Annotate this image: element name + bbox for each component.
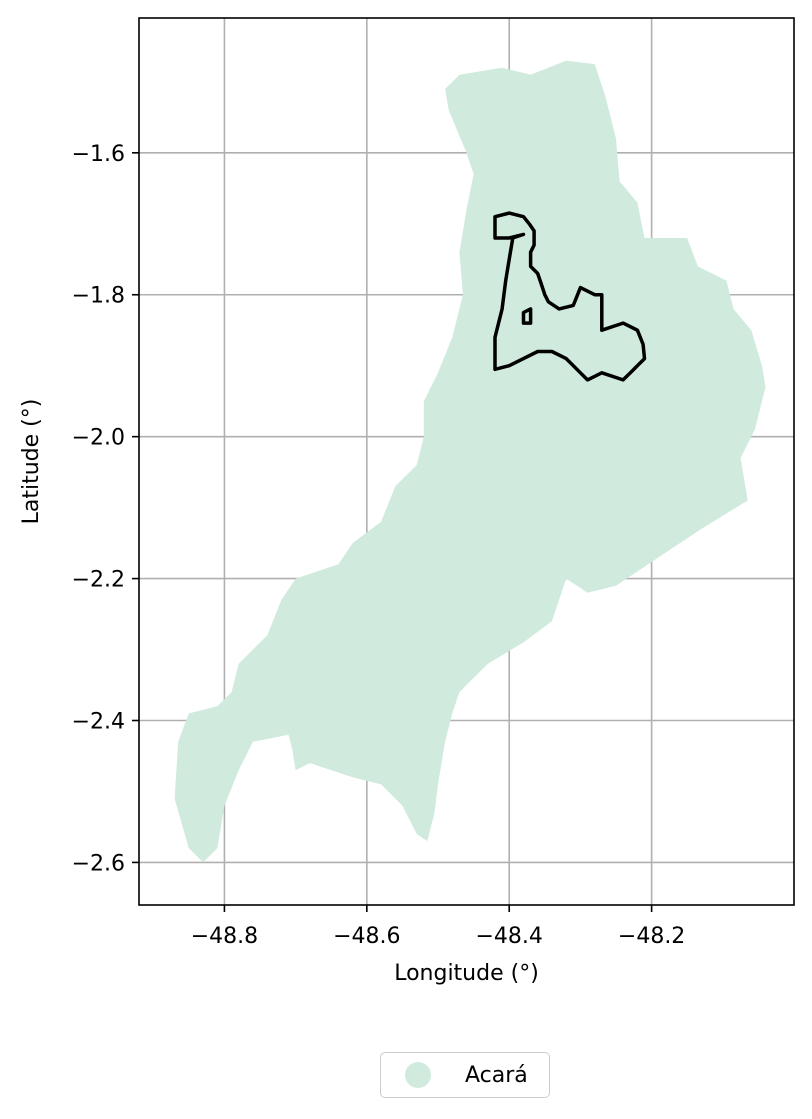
y-tick-label: −2.4 (72, 710, 125, 735)
x-tick-label: −48.4 (476, 924, 543, 949)
region-layer (175, 61, 766, 863)
y-axis-title: Latitude (°) (19, 399, 44, 525)
x-tick-label: −48.6 (333, 924, 400, 949)
x-axis-title: Longitude (°) (394, 961, 539, 986)
y-tick-label: −2.0 (72, 426, 125, 451)
legend: Acará (380, 1052, 550, 1098)
legend-label-acara: Acará (465, 1063, 528, 1088)
y-tick-label: −2.6 (72, 851, 125, 876)
y-tick-label: −1.6 (72, 142, 125, 167)
legend-marker-acara (405, 1062, 431, 1088)
region-acara (175, 61, 766, 863)
y-tick-label: −1.8 (72, 284, 125, 309)
x-tick-label: −48.2 (618, 924, 685, 949)
x-tick-label: −48.8 (191, 924, 258, 949)
y-tick-label: −2.2 (72, 568, 125, 593)
